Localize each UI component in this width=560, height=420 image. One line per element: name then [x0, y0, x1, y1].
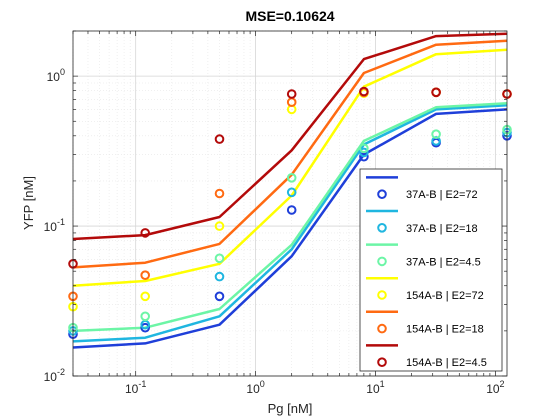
legend-label: 37A-B | E2=18: [406, 223, 478, 235]
data-point: [140, 311, 150, 322]
data-point: [359, 143, 369, 154]
data-point: [286, 187, 297, 198]
x-axis-label: Pg [nM]: [268, 401, 313, 416]
data-point: [286, 89, 297, 99]
x-tick-labels: 10-1 100 101 102: [125, 379, 505, 396]
data-point: [359, 147, 369, 158]
data-point: [214, 188, 225, 199]
x-tick-label: 100: [246, 379, 264, 396]
data-point: [214, 291, 225, 302]
data-point: [431, 129, 441, 139]
fit-line: [72, 103, 508, 343]
chart-title: MSE=0.10624: [245, 8, 334, 24]
axis-ticks: [72, 30, 507, 377]
data-point: [214, 271, 225, 282]
legend-marker-sample: [377, 290, 387, 300]
fit-line: [72, 32, 508, 241]
x-tick-label: 10-1: [125, 379, 146, 396]
y-tick-labels: 10-2 10-1 100: [44, 67, 65, 384]
x-tick-label: 102: [486, 379, 504, 396]
y-tick-label: 10-2: [44, 367, 65, 384]
legend-box: [359, 168, 503, 372]
legend-label: 154A-B | E2=72: [406, 290, 484, 302]
data-point: [286, 173, 297, 183]
legend-label: 154A-B | E2=18: [406, 324, 484, 336]
data-point: [359, 86, 369, 97]
y-tick-label: 10-1: [44, 217, 65, 234]
y-axis-label: YFP [nM]: [21, 176, 36, 230]
legend-marker-sample: [377, 357, 387, 368]
fit-line: [72, 108, 508, 349]
data-point: [140, 228, 150, 238]
legend-label: 37A-B | E2=4.5: [406, 256, 481, 268]
legend-marker-sample: [377, 189, 387, 199]
legend-marker-sample: [377, 323, 387, 334]
legend-label: 154A-B | E2=4.5: [406, 357, 487, 369]
y-tick-label: 100: [47, 67, 65, 84]
legend-marker-sample: [377, 223, 387, 233]
legend-marker-sample: [377, 256, 387, 267]
data-point: [140, 322, 150, 333]
data-point: [214, 221, 225, 231]
plot-frame: [72, 30, 508, 377]
legend-label: 37A-B | E2=72: [406, 189, 478, 201]
data-point: [140, 291, 150, 302]
data-point: [286, 205, 297, 215]
x-tick-label: 101: [366, 379, 384, 396]
data-point: [214, 134, 225, 144]
data-point: [140, 270, 150, 281]
data-point: [431, 87, 441, 98]
legend: 37A-B | E2=72 37A-B | E2=18 37A-B | E2=4.5…: [359, 168, 503, 372]
data-point: [214, 253, 225, 264]
